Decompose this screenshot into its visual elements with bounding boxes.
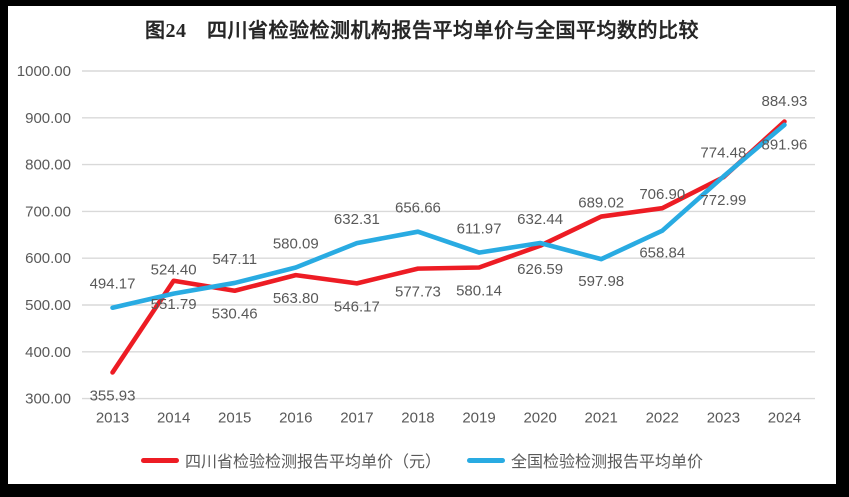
legend-swatch-sichuan xyxy=(140,457,179,463)
legend-label-sichuan: 四川省检验检测报告平均单价（元） xyxy=(184,454,441,471)
x-axis-tick: 2022 xyxy=(646,410,679,427)
data-label-national: 597.98 xyxy=(578,273,624,290)
x-axis-tick: 2014 xyxy=(157,410,190,427)
data-label-sichuan: 355.93 xyxy=(90,387,136,404)
data-label-national: 774.48 xyxy=(700,145,746,162)
y-axis-tick: 500.00 xyxy=(25,297,71,314)
line-chart: 300.00 400.00 500.00 600.00 700.00 800.00 900.… xyxy=(17,63,815,427)
data-label-national: 632.44 xyxy=(517,211,563,228)
legend: 四川省检验检测报告平均单价（元） 全国检验检测报告平均单价 xyxy=(8,448,836,472)
x-axis-tick: 2017 xyxy=(340,410,373,427)
data-label-sichuan: 563.80 xyxy=(273,290,319,307)
data-label-national: 611.97 xyxy=(457,221,502,238)
data-label-national: 656.66 xyxy=(395,200,441,217)
data-label-national: 524.40 xyxy=(151,262,197,279)
data-label-sichuan: 551.79 xyxy=(151,296,197,313)
series-line-national xyxy=(110,122,787,311)
data-label-national: 658.84 xyxy=(639,245,685,262)
data-label-sichuan: 580.14 xyxy=(456,282,502,299)
legend-item-sichuan: 四川省检验检测报告平均单价（元） xyxy=(140,448,441,472)
legend-label-national: 全国检验检测报告平均单价 xyxy=(511,454,704,471)
y-axis-tick: 600.00 xyxy=(25,250,71,267)
data-label-national: 632.31 xyxy=(334,211,380,228)
data-label-national: 494.17 xyxy=(90,276,136,293)
y-axis-tick: 700.00 xyxy=(25,203,71,220)
x-axis-tick: 2015 xyxy=(218,410,251,427)
data-label-sichuan: 626.59 xyxy=(517,261,563,278)
series-line-sichuan xyxy=(110,119,787,375)
x-axis-tick: 2021 xyxy=(585,410,618,427)
x-axis-tick: 2020 xyxy=(523,410,556,427)
data-label-national: 580.09 xyxy=(273,236,319,253)
data-label-national: 884.93 xyxy=(762,93,808,110)
y-axis-tick: 400.00 xyxy=(25,344,71,361)
x-axis-tick: 2024 xyxy=(768,410,801,427)
data-label-sichuan: 530.46 xyxy=(212,306,258,323)
chart-canvas: 图24 四川省检验检测机构报告平均单价与全国平均数的比较 300.00 400.0… xyxy=(8,6,836,484)
x-axis-tick: 2013 xyxy=(96,410,129,427)
y-axis-tick: 300.00 xyxy=(25,391,71,408)
y-axis-tick: 800.00 xyxy=(25,157,71,174)
data-label-sichuan: 546.17 xyxy=(334,298,380,315)
data-label-sichuan: 706.90 xyxy=(639,186,685,203)
x-axis-tick: 2016 xyxy=(279,410,312,427)
x-axis-tick: 2019 xyxy=(462,410,495,427)
legend-item-national: 全国检验检测报告平均单价 xyxy=(467,448,703,472)
y-axis-tick: 1000.00 xyxy=(17,63,71,80)
data-label-sichuan: 577.73 xyxy=(395,284,441,301)
legend-swatch-national xyxy=(467,457,505,463)
data-label-sichuan: 772.99 xyxy=(700,192,746,209)
data-label-sichuan: 891.96 xyxy=(762,137,808,154)
chart-title: 图24 四川省检验检测机构报告平均单价与全国平均数的比较 xyxy=(145,20,699,42)
data-label-national: 547.11 xyxy=(212,251,257,268)
x-axis-tick: 2018 xyxy=(401,410,434,427)
y-axis-tick: 900.00 xyxy=(25,110,71,127)
x-axis-tick: 2023 xyxy=(707,410,740,427)
data-label-sichuan: 689.02 xyxy=(578,195,624,212)
